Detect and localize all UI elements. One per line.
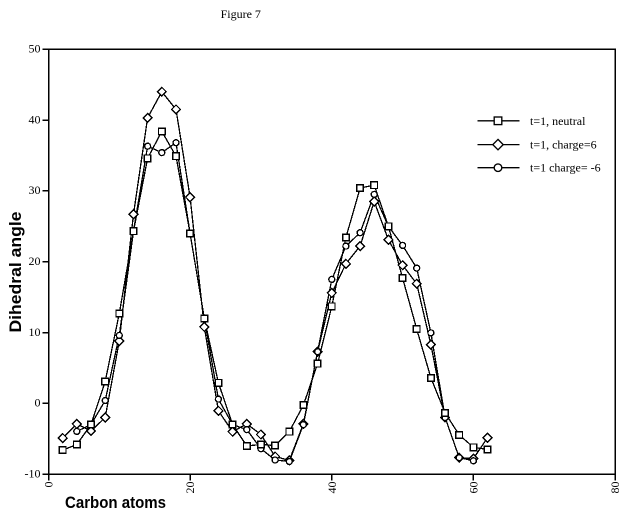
svg-text:0: 0 <box>35 396 41 410</box>
svg-text:t=1 charge= -6: t=1 charge= -6 <box>530 161 601 175</box>
svg-text:10: 10 <box>29 325 41 339</box>
svg-text:30: 30 <box>29 183 41 197</box>
svg-text:0: 0 <box>42 482 56 488</box>
svg-text:20: 20 <box>29 254 41 268</box>
svg-text:80: 80 <box>608 482 622 494</box>
svg-text:t=1, charge=6: t=1, charge=6 <box>530 138 597 152</box>
svg-text:t=1, neutral: t=1, neutral <box>530 114 586 128</box>
svg-text:-10: -10 <box>25 467 41 481</box>
svg-text:60: 60 <box>466 482 480 494</box>
svg-text:Dihedral angle: Dihedral angle <box>6 212 25 333</box>
svg-text:40: 40 <box>325 482 339 494</box>
svg-text:20: 20 <box>183 482 197 494</box>
svg-text:40: 40 <box>29 112 41 126</box>
svg-text:Figure 7: Figure 7 <box>221 7 261 21</box>
svg-text:50: 50 <box>29 42 41 56</box>
svg-text:Carbon atoms: Carbon atoms <box>65 493 166 512</box>
